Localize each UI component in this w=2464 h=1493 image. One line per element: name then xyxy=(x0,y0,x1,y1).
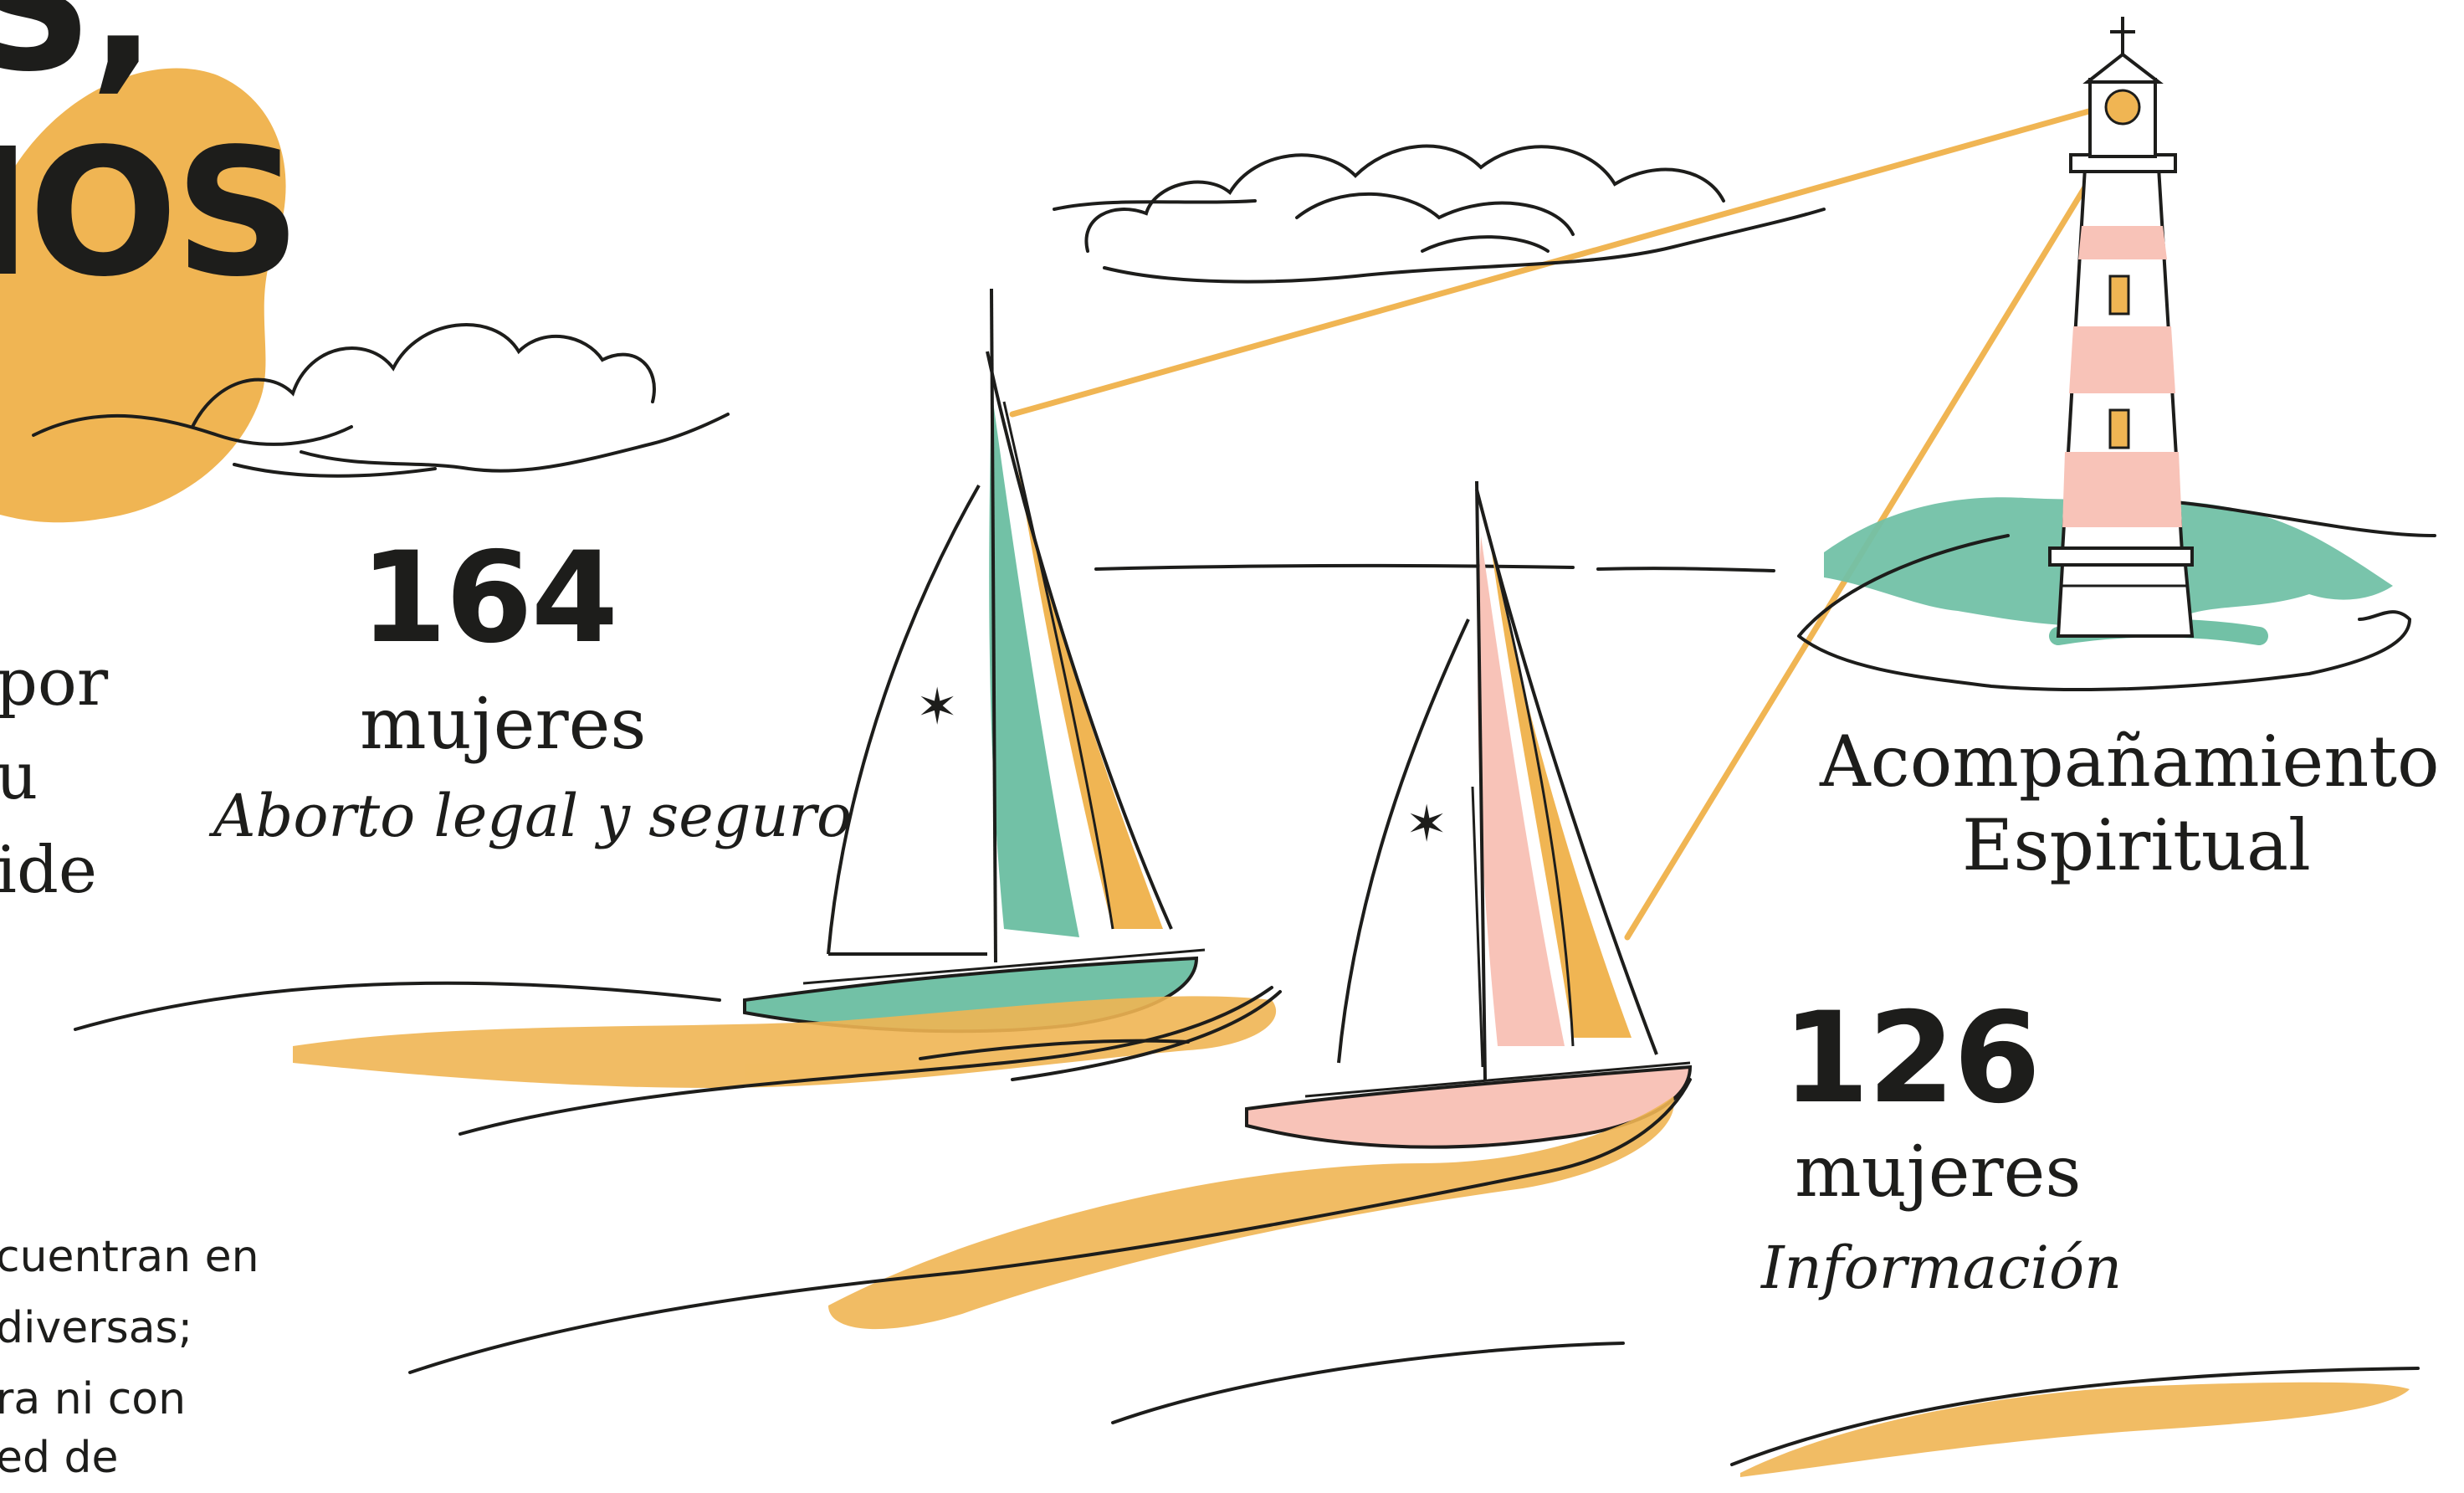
star-icon: ✶ xyxy=(916,678,958,736)
left-text-line3: ide xyxy=(0,833,98,908)
yellow-blob xyxy=(0,68,286,523)
stat-left-unit: mujeres xyxy=(360,683,647,765)
stat-right-category: Información xyxy=(1761,1234,2123,1302)
cloud-right xyxy=(1053,144,1826,284)
lighthouse-label-line2: Espiritual xyxy=(1962,804,2311,886)
sailboat-green: ✶ xyxy=(743,288,1206,1034)
bottom-text-line4: ed de xyxy=(0,1433,119,1483)
sailboat-pink: ✶ xyxy=(1245,480,1693,1149)
bottom-text-line1: cuentran en xyxy=(0,1232,259,1282)
stat-right-unit: mujeres xyxy=(1795,1131,2082,1213)
left-text-line1: por xyxy=(0,645,109,721)
headline-line1: S, xyxy=(0,0,156,110)
star-icon: ✶ xyxy=(1406,795,1447,854)
left-text-line2: u xyxy=(0,739,38,814)
lighthouse xyxy=(2048,17,2195,638)
stat-left-number: 164 xyxy=(360,526,618,671)
headline-line2: IOS xyxy=(0,110,301,316)
bottom-text-line2: diversas; xyxy=(0,1303,193,1353)
stat-right-number: 126 xyxy=(1782,986,2041,1131)
bottom-text-line3: ra ni con xyxy=(0,1374,187,1424)
light-beam-upper xyxy=(1009,101,2116,418)
cloud-left xyxy=(32,323,730,478)
stat-left-category: Aborto legal y seguro xyxy=(213,782,853,850)
lighthouse-label-line1: Acompañamiento xyxy=(1820,721,2440,803)
